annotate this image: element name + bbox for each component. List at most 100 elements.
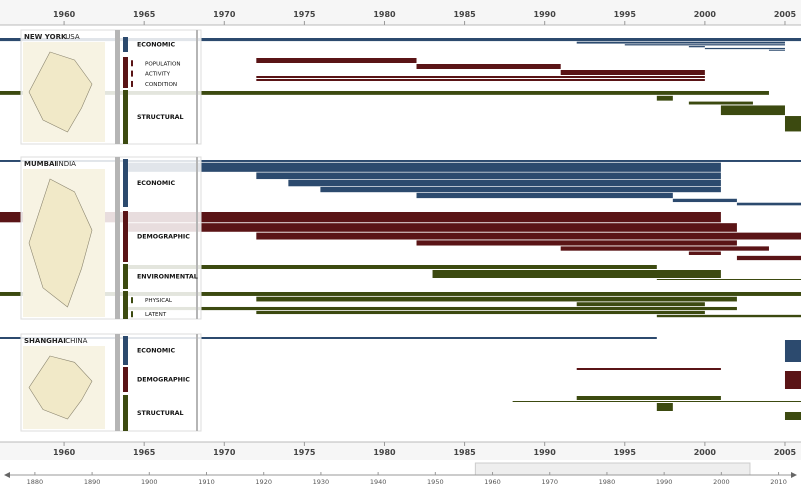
context-left-arrow [4, 472, 10, 478]
group-color-bar [123, 336, 128, 365]
top-year-label: 2000 [694, 10, 717, 19]
bottom-axis: 1960 1965 1970 1975 1980 1985 1990 1995 2000 2005 [0, 441, 801, 460]
data-bar [416, 240, 737, 246]
context-right-arrow [791, 472, 797, 478]
top-year-label: 1965 [133, 10, 156, 19]
group-label: DEMOGRAPHIC [137, 377, 190, 384]
data-bar [288, 179, 721, 187]
bottom-year-label: 1990 [534, 448, 557, 457]
bottom-year-label: 1985 [453, 448, 476, 457]
data-bar [128, 223, 737, 232]
city-country: USA [65, 33, 80, 41]
data-bar [656, 403, 673, 411]
data-bar [416, 64, 561, 69]
group-sublabel: CONDITION [145, 82, 177, 88]
bottom-axis-band [0, 442, 801, 460]
top-year-label: 2005 [774, 10, 797, 19]
bars-layer [0, 38, 801, 420]
context-year-label: 1930 [313, 478, 330, 486]
group-label: ECONOMIC [137, 348, 176, 355]
data-bar [128, 162, 721, 172]
top-year-label: 1960 [53, 10, 76, 19]
group-color-bar [123, 57, 128, 88]
city-country: INDIA [56, 160, 76, 168]
group-color-bar [123, 291, 128, 319]
group-color-bar [123, 264, 128, 289]
data-bar [0, 38, 801, 42]
panel-divider [115, 30, 120, 144]
data-bar [256, 296, 737, 302]
group-label: STRUCTURAL [137, 114, 184, 121]
city-map-outline [28, 355, 93, 420]
context-year-label: 1880 [27, 478, 44, 486]
group-sublabel: ACTIVITY [145, 72, 171, 78]
group-color-bar [123, 395, 128, 431]
data-bar [768, 49, 785, 51]
city-name: MUMBAI [24, 160, 57, 168]
data-bar [512, 401, 801, 402]
context-year-label: 1960 [484, 478, 501, 486]
bottom-year-label: 1965 [133, 448, 156, 457]
context-year-label: 2010 [770, 478, 787, 486]
group-label: STRUCTURAL [137, 410, 184, 417]
data-bar [576, 368, 721, 370]
group-label: ENVIRONMENTAL [137, 274, 198, 281]
top-year-label: 1985 [453, 10, 476, 19]
data-bar [784, 371, 801, 389]
top-year-label: 1970 [213, 10, 236, 19]
data-bar [656, 279, 801, 280]
sublabel-bar [131, 70, 133, 77]
city-country: CHINA [65, 337, 87, 345]
panel-divider [115, 334, 120, 431]
top-axis-band [0, 0, 801, 25]
city-name: NEW YORK [24, 33, 67, 41]
context-window [474, 462, 751, 476]
data-bar [256, 232, 801, 240]
data-bar [688, 46, 705, 48]
sublabel-bar [131, 311, 133, 318]
context-year-label: 1920 [255, 478, 272, 486]
data-bar [576, 302, 705, 307]
group-sublabel: PHYSICAL [145, 298, 173, 304]
data-bar [0, 91, 769, 95]
context-axis[interactable]: 1880 1890 1900 1910 1920 1930 1940 1950 1960 1970… [4, 462, 797, 486]
context-year-label: 1900 [141, 478, 158, 486]
data-bar [256, 79, 705, 81]
panel-edge [196, 157, 198, 319]
group-label: ECONOMIC [137, 180, 176, 187]
top-year-label: 1995 [614, 10, 637, 19]
data-bar [656, 314, 801, 318]
group-color-bar [123, 37, 128, 52]
data-bar [688, 101, 753, 105]
data-bar [320, 186, 721, 193]
data-bar [256, 76, 705, 78]
data-bar [624, 44, 785, 46]
data-bar [256, 172, 721, 180]
data-bar [432, 270, 721, 278]
city-name: SHANGHAI [24, 337, 66, 345]
panel-divider [115, 157, 120, 319]
sublabel-bar [131, 80, 133, 87]
group-color-bar [123, 211, 128, 262]
data-bar [784, 116, 801, 132]
data-bar [784, 412, 801, 420]
sublabel-bar [131, 60, 133, 67]
data-bar [560, 246, 769, 251]
group-sublabel: LATENT [145, 312, 167, 318]
group-label: DEMOGRAPHIC [137, 234, 190, 241]
data-bar [688, 251, 721, 255]
group-color-bar [123, 90, 128, 144]
data-bar [656, 95, 673, 101]
bottom-year-label: 1970 [213, 448, 236, 457]
bottom-year-label: 1975 [293, 448, 316, 457]
data-bar [256, 58, 417, 63]
top-year-label: 1990 [534, 10, 557, 19]
context-year-label: 1970 [541, 478, 558, 486]
group-label: ECONOMIC [137, 42, 176, 49]
city-map-outline [28, 178, 93, 308]
data-bar [736, 255, 801, 261]
context-year-label: 1940 [370, 478, 387, 486]
context-year-label: 1980 [599, 478, 616, 486]
top-year-label: 1980 [373, 10, 396, 19]
